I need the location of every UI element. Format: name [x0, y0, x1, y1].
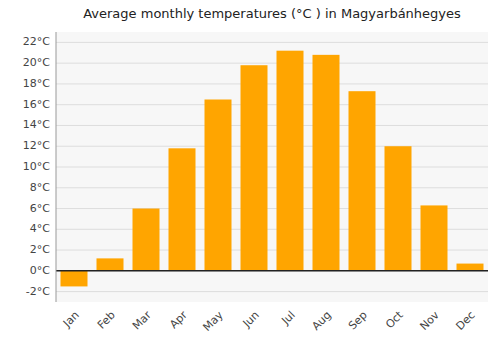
y-tick-label: 22°C [23, 35, 50, 48]
y-axis-line [56, 32, 57, 302]
x-axis: Jan Feb Mar Apr May Jun Jul Aug Sep Oct Nov Dec [60, 308, 478, 334]
x-tick-label: Jul [278, 309, 297, 328]
grid-line [56, 187, 488, 188]
bar [241, 65, 268, 271]
x-tick-label: Jun [240, 309, 262, 331]
grid-line [56, 125, 488, 126]
y-tick-label: 10°C [23, 160, 50, 173]
grid-line [56, 291, 488, 292]
grid [56, 42, 488, 291]
x-tick-label: Nov [417, 308, 442, 333]
y-tick-label: -2°C [26, 285, 50, 298]
x-tick-label: Apr [167, 308, 190, 331]
grid-line [56, 167, 488, 168]
bar [349, 91, 376, 271]
y-tick-label: 2°C [30, 243, 50, 256]
y-tick-label: 18°C [23, 77, 50, 90]
y-tick-label: 12°C [23, 139, 50, 152]
y-tick-label: 4°C [30, 222, 50, 235]
grid-line [56, 63, 488, 64]
y-tick-label: 0°C [30, 264, 50, 277]
x-tick-label: Feb [95, 309, 118, 332]
chart: -2°C 0°C 2°C 4°C 6°C 8°C 10°C 12°C 14°C 16°C 18°C 2… [0, 0, 500, 350]
grid-line [56, 146, 488, 147]
grid-line [56, 270, 488, 271]
x-tick-label: Oct [383, 308, 406, 331]
y-tick-label: 14°C [23, 118, 50, 131]
grid-line [56, 42, 488, 43]
y-axis: -2°C 0°C 2°C 4°C 6°C 8°C 10°C 12°C 14°C 16°C 18°C 2… [23, 35, 50, 297]
y-tick-label: 20°C [23, 56, 50, 69]
plot-area [56, 32, 488, 302]
bar [97, 258, 124, 270]
grid-line [56, 83, 488, 84]
bar [133, 209, 160, 271]
zero-line [56, 270, 488, 272]
y-tick-label: 6°C [30, 202, 50, 215]
bar [385, 146, 412, 271]
x-tick-label: Mar [130, 308, 154, 332]
x-tick-label: Jan [60, 309, 82, 331]
grid-line [56, 104, 488, 105]
x-tick-label: Aug [309, 309, 333, 333]
bar [169, 148, 196, 271]
bar [421, 205, 448, 270]
bar [205, 100, 232, 271]
bars [61, 51, 484, 287]
x-tick-label: May [200, 308, 226, 334]
x-tick-label: Sep [346, 309, 370, 333]
bar [277, 51, 304, 271]
title: Average monthly temperatures (°C ) in Ma… [83, 6, 461, 21]
bar [61, 271, 88, 287]
x-tick-label: Dec [454, 309, 478, 333]
bar [313, 55, 340, 271]
y-tick-label: 8°C [30, 181, 50, 194]
y-tick-label: 16°C [23, 98, 50, 111]
bar [457, 264, 484, 271]
